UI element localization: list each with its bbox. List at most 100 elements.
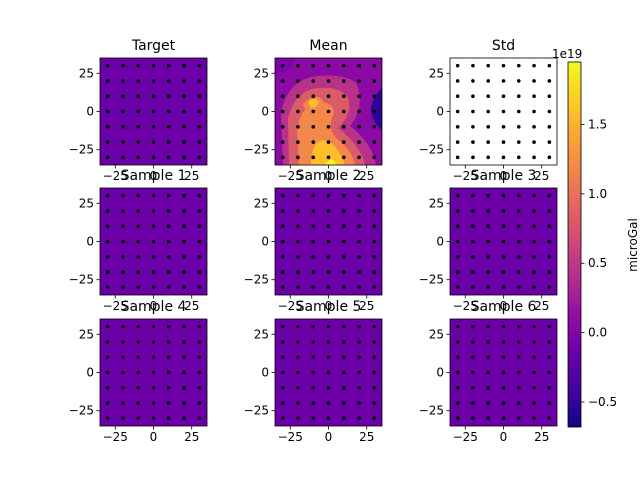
y-tick-label: 0 <box>261 235 269 249</box>
sensor-point <box>341 401 346 405</box>
sensor-point <box>136 79 141 83</box>
sensor-point <box>486 193 491 198</box>
sensor-point <box>280 416 285 421</box>
sensor-point <box>105 254 110 259</box>
sensor-point <box>486 270 491 274</box>
sensor-point <box>516 385 521 390</box>
sensor-point <box>311 416 316 421</box>
y-tick-label: 0 <box>436 366 444 380</box>
sensor-point <box>455 109 460 114</box>
x-tick-label: 0 <box>500 299 508 313</box>
sensor-point <box>516 63 521 68</box>
sensor-point <box>151 239 156 244</box>
sensor-point <box>311 63 316 68</box>
sensor-point <box>471 109 475 114</box>
sensor-point <box>166 79 171 83</box>
sensor-point <box>516 140 521 144</box>
x-tick-label: 25 <box>184 169 199 183</box>
sensor-point <box>280 401 285 405</box>
sensor-point <box>455 140 460 144</box>
sensor-point <box>471 270 475 274</box>
sensor-point <box>136 355 141 360</box>
sensor-point <box>501 224 506 229</box>
sensor-point <box>372 109 377 114</box>
colorbar-tick-label: 0.0 <box>588 326 607 340</box>
x-tick-label: −25 <box>103 299 128 313</box>
sensor-point <box>151 209 156 213</box>
sensor-point <box>326 79 331 83</box>
sensor-point <box>547 285 552 290</box>
sensor-point <box>486 370 491 375</box>
x-tick-label: 0 <box>150 169 158 183</box>
sensor-point <box>296 401 300 405</box>
sensor-point <box>486 285 491 290</box>
x-tick-label: 0 <box>325 299 333 313</box>
sensor-point <box>296 370 300 375</box>
sensor-point <box>136 63 141 68</box>
contour-low-region <box>371 88 382 130</box>
x-tick-label: 25 <box>359 299 374 313</box>
sensor-point <box>372 155 377 160</box>
sensor-point <box>151 254 156 259</box>
sensor-point <box>105 63 110 68</box>
x-tick-label: 25 <box>184 299 199 313</box>
sensor-point <box>455 254 460 259</box>
sensor-point <box>182 254 186 259</box>
y-tick-label: 25 <box>254 327 269 341</box>
sensor-point <box>166 140 171 144</box>
colorbar-offset-text: 1e19 <box>552 47 582 61</box>
sensor-point <box>341 124 346 129</box>
y-tick-label: 0 <box>86 105 94 119</box>
sensor-point <box>166 209 171 213</box>
sensor-point <box>166 416 171 421</box>
colorbar-label: microGal <box>626 218 640 272</box>
y-tick-label: 0 <box>86 235 94 249</box>
sensor-point <box>357 140 361 144</box>
sensor-point <box>547 239 552 244</box>
subplot-title: Target <box>131 38 176 54</box>
sensor-point <box>197 140 202 144</box>
sensor-point <box>516 155 521 160</box>
sensor-point <box>121 355 125 360</box>
x-tick-label: −25 <box>103 169 128 183</box>
sensor-point <box>455 94 460 99</box>
sensor-point <box>471 140 475 144</box>
sensor-point <box>166 224 171 229</box>
sensor-point <box>341 254 346 259</box>
sensor-point <box>455 285 460 290</box>
sensor-point <box>501 124 506 129</box>
sensor-point <box>547 224 552 229</box>
sensor-point <box>311 270 316 274</box>
sensor-point <box>121 140 125 144</box>
sensor-point <box>121 370 125 375</box>
sensor-point <box>486 124 491 129</box>
sensor-point <box>182 416 186 421</box>
sensor-point <box>296 79 300 83</box>
sensor-points <box>105 193 202 290</box>
sensor-point <box>182 355 186 360</box>
mean-contour-fill <box>275 58 382 165</box>
sensor-point <box>296 285 300 290</box>
y-tick-label: 0 <box>436 105 444 119</box>
sensor-point <box>501 140 506 144</box>
sensor-point <box>532 209 536 213</box>
sensor-point <box>326 416 331 421</box>
sensor-point <box>182 193 186 198</box>
sensor-point <box>121 254 125 259</box>
sensor-point <box>547 79 552 83</box>
sensor-point <box>326 285 331 290</box>
sensor-point <box>471 155 475 160</box>
sensor-point <box>516 193 521 198</box>
colorbar-ticks: −0.5 0.0 0.5 1.0 1.5 <box>581 117 617 409</box>
sensor-point <box>471 401 475 405</box>
sensor-point <box>311 209 316 213</box>
sensor-point <box>197 401 202 405</box>
sensor-point <box>280 140 285 144</box>
y-tick-label: 25 <box>254 66 269 80</box>
sensor-point <box>547 324 552 329</box>
sensor-point <box>105 416 110 421</box>
sensor-point <box>326 254 331 259</box>
sensor-point <box>326 340 331 344</box>
